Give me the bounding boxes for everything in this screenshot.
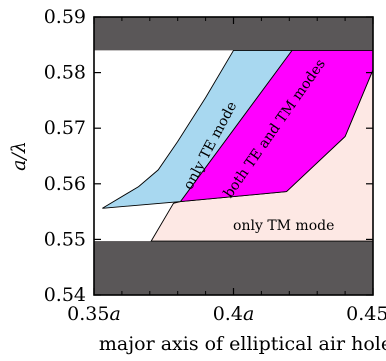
mode-regions xyxy=(102,49,374,242)
x-tick-label: 0.4a xyxy=(213,303,255,325)
y-tick-label: 0.54 xyxy=(44,284,86,306)
y-tick-label: 0.56 xyxy=(44,173,86,195)
y-tick-label: 0.55 xyxy=(44,228,86,250)
y-axis-title-text: a/λ xyxy=(8,141,30,171)
x-tick-label: 0.45a xyxy=(346,303,386,325)
y-tick-label: 0.57 xyxy=(44,117,86,139)
y-axis-title: a/λ xyxy=(8,141,30,171)
x-axis-title: major axis of elliptical air hole xyxy=(99,333,386,355)
axis-ticks: 0.54 0.55 0.56 0.57 0.58 0.59 0.35a 0.4a 0.45a xyxy=(44,6,386,325)
y-tick-label: 0.58 xyxy=(44,62,86,84)
y-tick-label: 0.59 xyxy=(44,6,86,28)
region-label-only-tm-mode: only TM mode xyxy=(233,218,334,234)
dark-band-lower xyxy=(94,241,373,295)
x-tick-label: 0.35a xyxy=(67,303,121,325)
